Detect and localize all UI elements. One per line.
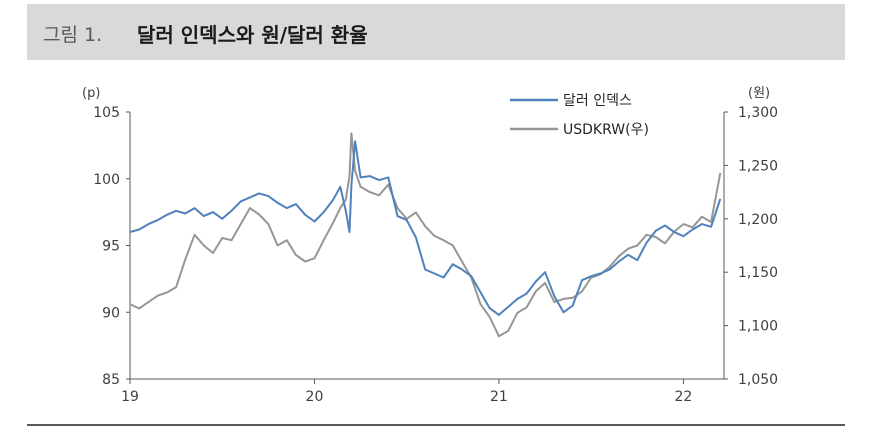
y-left-unit-label: (p) (82, 86, 100, 101)
figure-title-bar: 그림 1. 달러 인덱스와 원/달러 환율 (27, 4, 845, 60)
series-line-dollar-index (129, 140, 722, 316)
y-left-tick-label: 100 (93, 172, 120, 188)
x-tick-label: 22 (675, 389, 693, 405)
y-right-tick-label: 1,150 (738, 265, 778, 281)
legend-item-usdkrw-label: USDKRW(우) (563, 122, 649, 138)
x-tick-label: 20 (306, 389, 324, 405)
y-left-tick-label: 90 (102, 305, 120, 321)
x-tick-label: 21 (490, 389, 508, 405)
figure-label: 그림 1. (43, 24, 103, 46)
y-right-tick-label: 1,100 (738, 319, 778, 335)
x-tick-label: 19 (121, 389, 139, 405)
series-line-usdkrw (129, 132, 722, 338)
legend-item-dollar-index-label: 달러 인덱스 (563, 93, 632, 109)
y-right-tick-label: 1,050 (738, 372, 778, 388)
y-left-tick-label: 105 (93, 105, 120, 121)
chart-legend: 달러 인덱스 USDKRW(우) (510, 93, 649, 138)
series-layer (129, 132, 722, 338)
y-left-tick-label: 95 (102, 239, 120, 255)
y-right-tick-label: 1,300 (738, 105, 778, 121)
y-right-unit-label: (원) (748, 86, 770, 101)
figure-title: 달러 인덱스와 원/달러 환율 (137, 23, 368, 47)
y-right-tick-label: 1,200 (738, 212, 778, 228)
chart-axes: 85 90 95 100 105 (p) 1,050 1,100 1,150 1,200 1,250… (82, 86, 778, 405)
y-left-tick-label: 85 (102, 372, 120, 388)
y-right-tick-label: 1,250 (738, 158, 778, 174)
bottom-rule (27, 424, 845, 426)
